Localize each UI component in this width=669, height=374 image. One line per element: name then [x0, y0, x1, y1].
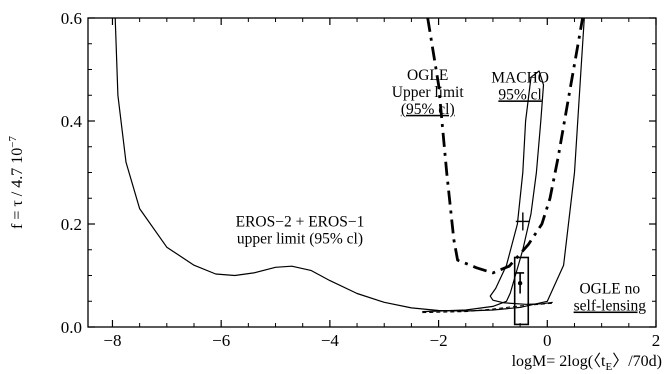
annotation-3: EROS−2 + EROS−1 upper limit (95% cl)	[236, 214, 365, 248]
x-tick-label: −8	[103, 331, 121, 350]
annotation-2: MACHO 95% cl	[491, 69, 549, 103]
marker-layer	[513, 212, 530, 326]
x-axis-title-part: 〉/70d)	[612, 353, 662, 370]
annotation-layer: OGLE Upper limit (95% cl) MACHO 95% cl EROS−2…	[236, 67, 647, 315]
series-2-solid-line	[422, 70, 553, 313]
series-3-dashed-line	[422, 302, 553, 314]
annotation-1: OGLE Upper limit (95% cl)	[392, 67, 465, 118]
annotation-line: (95% cl)	[401, 101, 455, 118]
x-axis-title-part: E	[605, 361, 612, 373]
ogle-error-bar	[516, 272, 525, 294]
annotation-line: 95% cl	[498, 86, 541, 103]
x-tick-label: 2	[652, 331, 661, 350]
series-4-dashdot-line	[426, 18, 584, 275]
annotation-4: OGLE no self-lensing	[574, 281, 647, 315]
x-axis-title: logM= 2log(〈tE〉/70d)	[512, 353, 662, 373]
annotation-line: MACHO	[491, 69, 549, 86]
tick-layer: −8 −6 −4 −2 0 2 0.0 0.2 0.4 0.6	[61, 9, 661, 350]
x-axis-title-part: logM= 2log(〈t	[512, 353, 606, 370]
x-tick-label: −2	[430, 331, 448, 350]
x-tick-label: −4	[321, 331, 340, 350]
y-tick-label: 0.2	[61, 215, 82, 234]
annotation-line: Upper limit	[392, 84, 465, 101]
series-layer	[114, 18, 585, 314]
annotation-line: upper limit (95% cl)	[237, 231, 363, 248]
error-bar-point	[517, 281, 523, 286]
y-axis-title-part: f = τ / 4.7 10	[9, 148, 26, 229]
x-tick-label: −6	[212, 331, 230, 350]
ogle-box-marker	[513, 256, 530, 326]
annotation-line: EROS−2 + EROS−1	[236, 214, 365, 231]
y-tick-label: 0.0	[61, 318, 82, 337]
annotation-line: OGLE no	[579, 281, 640, 298]
cross-marker	[515, 212, 530, 231]
annotation-line: OGLE	[407, 67, 448, 84]
y-tick-label: 0.6	[61, 9, 82, 28]
y-axis-title: f = τ / 4.7 10−7	[7, 136, 26, 229]
plot-frame	[87, 17, 657, 328]
x-tick-label: 0	[543, 331, 552, 350]
annotation-line: self-lensing	[574, 298, 647, 315]
y-tick-label: 0.4	[61, 112, 83, 131]
series-1-solid-line	[114, 18, 585, 312]
y-axis-title-exponent: −7	[7, 136, 19, 148]
